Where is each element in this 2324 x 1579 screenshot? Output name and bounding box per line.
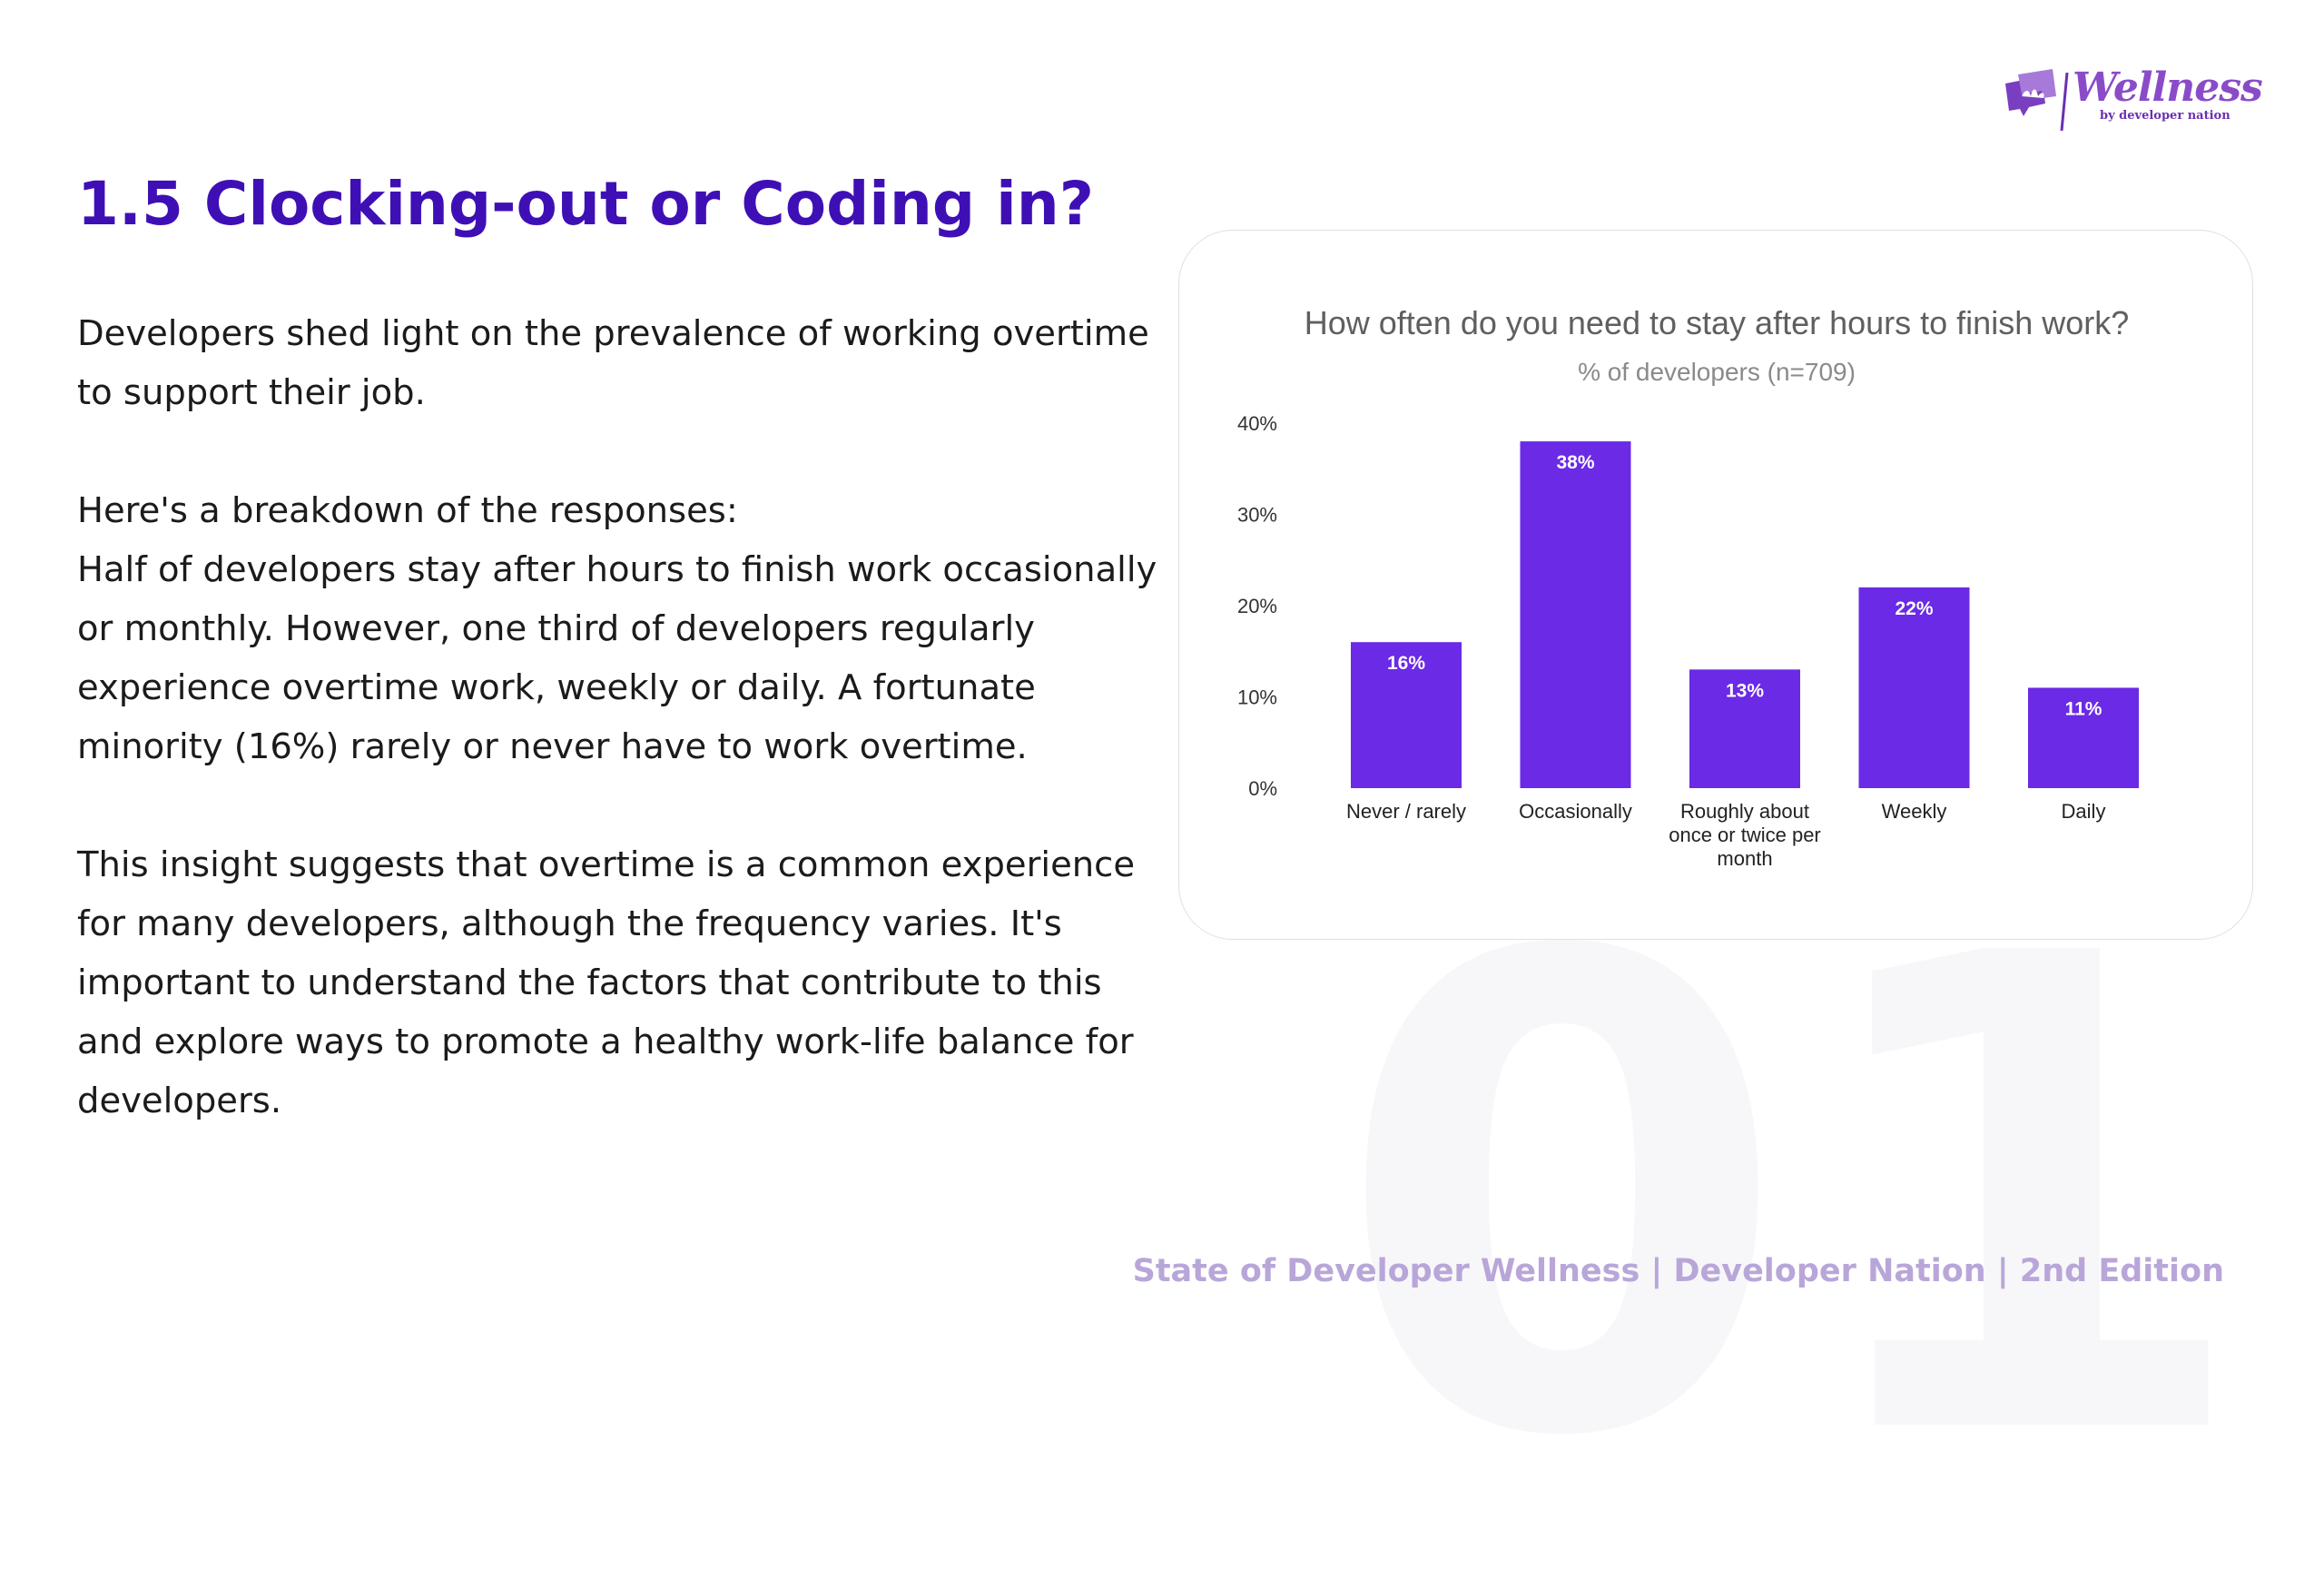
bar [1858,587,1970,788]
x-category-label: Occasionally [1519,800,1632,823]
body-text: Developers shed light on the prevalence … [77,304,1157,1130]
y-tick-label: 10% [1237,686,1277,709]
footer-credit: State of Developer Wellness | Developer … [1132,1253,2224,1289]
wellness-logo: Wellness by developer nation [2002,64,2263,136]
bar-data-label: 38% [1556,452,1594,473]
bar-data-label: 13% [1726,680,1764,701]
chart-card: How often do you need to stay after hour… [1178,230,2253,940]
breakdown-heading: Here's a breakdown of the responses: [77,490,738,531]
lotus-chat-icon [2005,69,2069,132]
y-tick-label: 20% [1237,595,1277,617]
x-category-label: Weekly [1882,800,1947,823]
bar [1351,642,1462,788]
breakdown-paragraph: Half of developers stay after hours to f… [77,549,1157,767]
page-title: 1.5 Clocking-out or Coding in? [77,169,1095,239]
section-watermark: 01 [1334,818,2262,1579]
logo-tagline: by developer nation [2100,109,2230,123]
bar [1689,669,1800,788]
bar-data-label: 11% [2065,698,2102,719]
bar [1520,441,1631,788]
y-tick-label: 30% [1237,504,1277,527]
intro-paragraph: Developers shed light on the prevalence … [77,313,1149,413]
bar-data-label: 22% [1895,598,1933,619]
bar-data-label: 16% [1387,653,1425,674]
bar-chart: How often do you need to stay after hour… [1237,304,2139,870]
y-tick-label: 0% [1248,777,1277,800]
logo-wordmark: Wellness [2073,64,2263,111]
x-category-label: Never / rarely [1346,800,1466,823]
y-tick-label: 40% [1237,412,1277,435]
insight-paragraph: This insight suggests that overtime is a… [77,844,1136,1121]
x-category-label: Daily [2062,800,2106,823]
x-category-label: Roughly about once or twice per month [1669,800,1821,870]
chart-title: How often do you need to stay after hour… [1305,304,2130,341]
chart-subtitle: % of developers (n=709) [1578,358,1856,386]
bar [2028,687,2139,788]
